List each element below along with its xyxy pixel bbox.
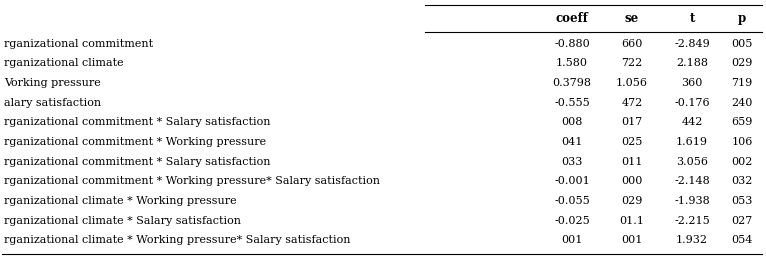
Text: coeff: coeff xyxy=(555,12,588,25)
Text: 240: 240 xyxy=(732,98,753,108)
Text: rganizational commitment * Working pressure* Salary satisfaction: rganizational commitment * Working press… xyxy=(4,176,380,186)
Text: Vorking pressure: Vorking pressure xyxy=(4,78,101,88)
Text: 0.3798: 0.3798 xyxy=(552,78,591,88)
Text: -0.176: -0.176 xyxy=(674,98,710,108)
Text: alary satisfaction: alary satisfaction xyxy=(4,98,101,108)
Text: 659: 659 xyxy=(732,117,753,127)
Text: 032: 032 xyxy=(732,176,753,186)
Text: 041: 041 xyxy=(561,137,583,147)
Text: 000: 000 xyxy=(621,176,643,186)
Text: 2.188: 2.188 xyxy=(676,59,708,68)
Text: -0.025: -0.025 xyxy=(554,215,590,225)
Text: rganizational climate * Working pressure* Salary satisfaction: rganizational climate * Working pressure… xyxy=(4,235,351,245)
Text: 011: 011 xyxy=(621,157,643,167)
Text: 025: 025 xyxy=(621,137,643,147)
Text: rganizational commitment: rganizational commitment xyxy=(4,39,153,49)
Text: rganizational commitment * Salary satisfaction: rganizational commitment * Salary satisf… xyxy=(4,117,270,127)
Text: 3.056: 3.056 xyxy=(676,157,708,167)
Text: 472: 472 xyxy=(621,98,643,108)
Text: -2.148: -2.148 xyxy=(674,176,710,186)
Text: 722: 722 xyxy=(621,59,643,68)
Text: -2.849: -2.849 xyxy=(674,39,710,49)
Text: rganizational climate * Working pressure: rganizational climate * Working pressure xyxy=(4,196,237,206)
Text: 001: 001 xyxy=(561,235,583,245)
Text: rganizational climate: rganizational climate xyxy=(4,59,123,68)
Text: 033: 033 xyxy=(561,157,583,167)
Text: 001: 001 xyxy=(621,235,643,245)
Text: 002: 002 xyxy=(732,157,753,167)
Text: 017: 017 xyxy=(621,117,643,127)
Text: 1.056: 1.056 xyxy=(616,78,648,88)
Text: 719: 719 xyxy=(732,78,753,88)
Text: 029: 029 xyxy=(732,59,753,68)
Text: 1.580: 1.580 xyxy=(556,59,588,68)
Text: 442: 442 xyxy=(681,117,702,127)
Text: -1.938: -1.938 xyxy=(674,196,710,206)
Text: p: p xyxy=(738,12,746,25)
Text: 660: 660 xyxy=(621,39,643,49)
Text: rganizational commitment * Salary satisfaction: rganizational commitment * Salary satisf… xyxy=(4,157,270,167)
Text: -0.055: -0.055 xyxy=(554,196,590,206)
Text: 029: 029 xyxy=(621,196,643,206)
Text: rganizational climate * Salary satisfaction: rganizational climate * Salary satisfact… xyxy=(4,215,241,225)
Text: se: se xyxy=(625,12,639,25)
Text: 106: 106 xyxy=(732,137,753,147)
Text: t: t xyxy=(689,12,695,25)
Text: 005: 005 xyxy=(732,39,753,49)
Text: 01.1: 01.1 xyxy=(620,215,644,225)
Text: -0.001: -0.001 xyxy=(554,176,590,186)
Text: 1.619: 1.619 xyxy=(676,137,708,147)
Text: rganizational commitment * Working pressure: rganizational commitment * Working press… xyxy=(4,137,266,147)
Text: 027: 027 xyxy=(732,215,753,225)
Text: -0.880: -0.880 xyxy=(554,39,590,49)
Text: -2.215: -2.215 xyxy=(674,215,710,225)
Text: 053: 053 xyxy=(732,196,753,206)
Text: 054: 054 xyxy=(732,235,753,245)
Text: 360: 360 xyxy=(681,78,702,88)
Text: -0.555: -0.555 xyxy=(554,98,590,108)
Text: 008: 008 xyxy=(561,117,583,127)
Text: 1.932: 1.932 xyxy=(676,235,708,245)
